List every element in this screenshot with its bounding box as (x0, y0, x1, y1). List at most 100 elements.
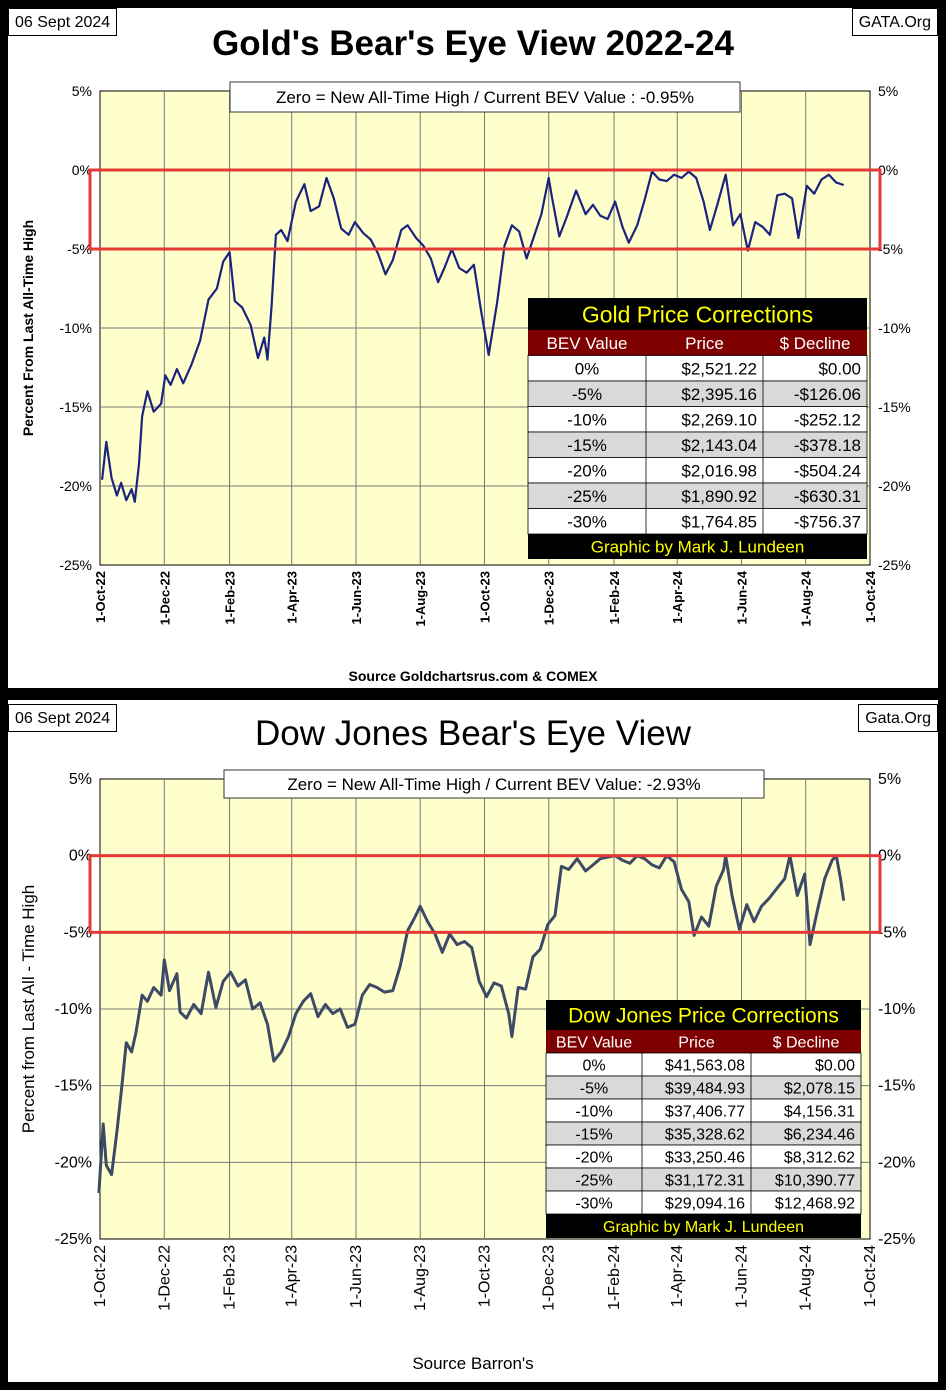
table-cell: -15% (567, 436, 607, 455)
y-tick-label-left: 0% (72, 162, 92, 178)
y-tick-label-left: -10% (59, 320, 92, 336)
x-tick-label: 1-Dec-23 (541, 1245, 558, 1311)
x-tick-label: 1-Dec-23 (542, 571, 557, 625)
annotation-box (229, 81, 741, 113)
table-title: Gold Price Corrections (582, 301, 813, 327)
table-cell: $35,328.62 (665, 1126, 745, 1143)
x-tick-label: 1-Dec-22 (156, 1245, 173, 1311)
y-tick-label-left: -5% (64, 924, 92, 941)
table-cell: -$126.06 (794, 385, 861, 404)
annotation-text: Zero = New All-Time High / Current BEV V… (276, 88, 694, 107)
x-tick-label: 1-Oct-24 (863, 570, 878, 623)
gold-bev-chart: 1-Oct-22 1-Dec-22 1-Feb-23 1-Apr-23 1-Jun-23… (20, 81, 911, 627)
y-tick-label-left: -25% (59, 557, 92, 573)
table-cell: $2,016.98 (681, 461, 757, 480)
table-cell: -10% (575, 1103, 612, 1120)
site-label: Gata.Org (858, 704, 938, 732)
site-label: GATA.Org (851, 8, 938, 36)
y-tick-label-right: -15% (878, 399, 911, 415)
table-cell: $1,890.92 (681, 487, 757, 506)
y-axis-title: Percent from Last All - Time High (19, 885, 38, 1133)
table-title-bg (546, 1000, 861, 1030)
table-footer: Graphic by Mark J. Lundeen (603, 1219, 804, 1236)
x-tick-label: 1-Aug-24 (798, 1245, 815, 1311)
table-cell: $0.00 (818, 359, 861, 378)
x-tick-label: 1-Jun-23 (349, 571, 364, 624)
table-cell: $29,094.16 (665, 1195, 745, 1212)
x-tick-label: 1-Oct-22 (93, 571, 108, 623)
y-tick-label-left: -20% (55, 1154, 92, 1171)
x-tick-label: 1-Feb-24 (606, 1245, 623, 1310)
x-axis-source: Source Barron's (412, 1354, 534, 1373)
y-tick-label-right: -5% (878, 924, 906, 941)
table-cell: $6,234.46 (784, 1126, 855, 1143)
bev-series-line (97, 854, 846, 1194)
table-cell: $2,143.04 (681, 436, 757, 455)
y-tick-label-right: 0% (878, 848, 901, 865)
table-column-header: BEV Value (556, 1034, 632, 1051)
table-row (527, 380, 868, 407)
table-cell: -20% (567, 461, 607, 480)
x-tick-label: 1-Feb-23 (222, 1245, 239, 1310)
y-tick-label-right: -20% (878, 478, 911, 494)
gold-chart-panel: 06 Sept 2024 GATA.Org Gold's Bear's Eye … (8, 8, 938, 688)
date-label: 06 Sept 2024 (8, 704, 118, 732)
table-cell: -15% (575, 1126, 612, 1143)
table-cell: -$252.12 (794, 410, 861, 429)
table-cell: $31,172.31 (665, 1172, 745, 1189)
y-tick-label-left: -25% (55, 1231, 92, 1248)
table-column-header: BEV Value (547, 334, 628, 353)
table-header-bg (546, 1030, 861, 1053)
x-tick-label: 1-Oct-23 (477, 571, 492, 623)
annotation-box (223, 769, 765, 799)
table-cell: -$378.18 (794, 436, 861, 455)
table-title-bg (528, 298, 867, 330)
table-row (527, 482, 868, 509)
table-cell: -5% (580, 1080, 608, 1097)
y-tick-label-right: -25% (878, 557, 911, 573)
dow-bev-chart: 1-Oct-22 1-Dec-22 1-Feb-23 1-Apr-23 1-Jun-23… (19, 769, 915, 1311)
table-cell: -25% (575, 1172, 612, 1189)
x-tick-label: 1-Jun-24 (734, 570, 749, 624)
table-cell: $39,484.93 (665, 1080, 745, 1097)
table-cell: $33,250.46 (665, 1149, 745, 1166)
table-column-header: Price (685, 334, 724, 353)
y-tick-label-right: -25% (878, 1231, 915, 1248)
x-tick-label: 1-Oct-23 (476, 1245, 493, 1307)
chart-title: Dow Jones Bear's Eye View (255, 714, 691, 753)
table-footer: Graphic by Mark J. Lundeen (591, 538, 805, 557)
y-axis-title: Percent From Last All-Time High (20, 220, 36, 436)
x-tick-label: 1-Jun-24 (733, 1245, 750, 1308)
zero-to-minus5-band (88, 168, 882, 251)
x-tick-label: 1-Oct-22 (92, 1245, 109, 1307)
y-tick-label-right: -10% (878, 1001, 915, 1018)
y-tick-label-right: -5% (878, 241, 903, 257)
y-tick-label-left: 0% (69, 848, 92, 865)
table-cell: $12,468.92 (775, 1195, 855, 1212)
table-header-bg (528, 330, 867, 356)
x-tick-label: 1-Apr-23 (285, 571, 300, 624)
x-tick-label: 1-Apr-23 (284, 1245, 301, 1307)
x-tick-label: 1-Apr-24 (670, 570, 685, 624)
table-cell: $10,390.77 (775, 1172, 855, 1189)
dow-chart-panel: 06 Sept 2024 Gata.Org Dow Jones Bear's E… (8, 700, 938, 1382)
x-tick-label: 1-Jun-23 (348, 1245, 365, 1308)
table-column-header: $ Decline (780, 334, 851, 353)
x-axis-source: Source Goldchartsrus.com & COMEX (348, 668, 598, 684)
bev-series-line (101, 170, 845, 503)
zero-to-minus5-band (88, 854, 882, 934)
chart-title: Gold's Bear's Eye View 2022-24 (212, 24, 734, 63)
table-cell: $2,078.15 (784, 1080, 855, 1097)
table-cell: $4,156.31 (784, 1103, 855, 1120)
y-tick-label-left: 5% (72, 83, 92, 99)
table-cell: $1,764.85 (681, 512, 757, 531)
x-tick-label: 1-Aug-23 (412, 1245, 429, 1311)
table-cell: $37,406.77 (665, 1103, 745, 1120)
y-tick-label-left: -5% (67, 241, 92, 257)
table-cell: $41,563.08 (665, 1057, 745, 1074)
y-tick-label-left: -15% (59, 399, 92, 415)
y-tick-label-right: -20% (878, 1154, 915, 1171)
y-tick-label-left: 5% (69, 771, 92, 788)
table-cell: $0.00 (815, 1057, 855, 1074)
table-cell: -5% (572, 385, 602, 404)
